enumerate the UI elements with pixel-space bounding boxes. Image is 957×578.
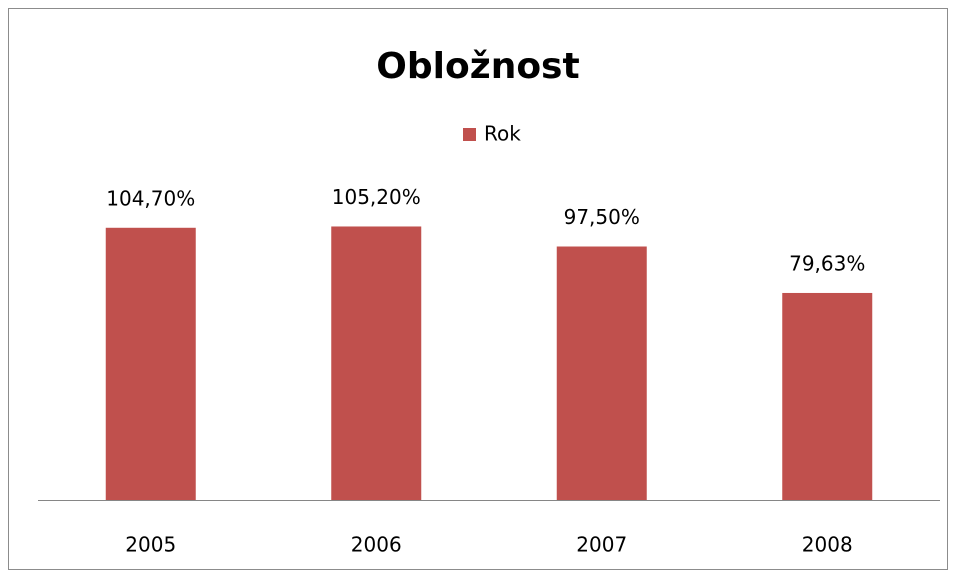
legend-label: Rok (484, 122, 521, 146)
bar (556, 246, 647, 500)
value-label: 97,50% (564, 205, 640, 229)
value-label: 105,20% (332, 185, 421, 209)
bar (105, 227, 196, 500)
x-tick-label: 2005 (125, 533, 176, 557)
x-tick-label: 2008 (802, 533, 853, 557)
value-label: 104,70% (106, 186, 195, 210)
x-tick-label: 2006 (351, 533, 402, 557)
chart-title: Obložnost (376, 46, 579, 87)
value-label: 79,63% (789, 251, 865, 275)
bar (782, 292, 873, 500)
x-tick-label: 2007 (576, 533, 627, 557)
legend-swatch (463, 128, 476, 141)
bar (331, 226, 422, 501)
